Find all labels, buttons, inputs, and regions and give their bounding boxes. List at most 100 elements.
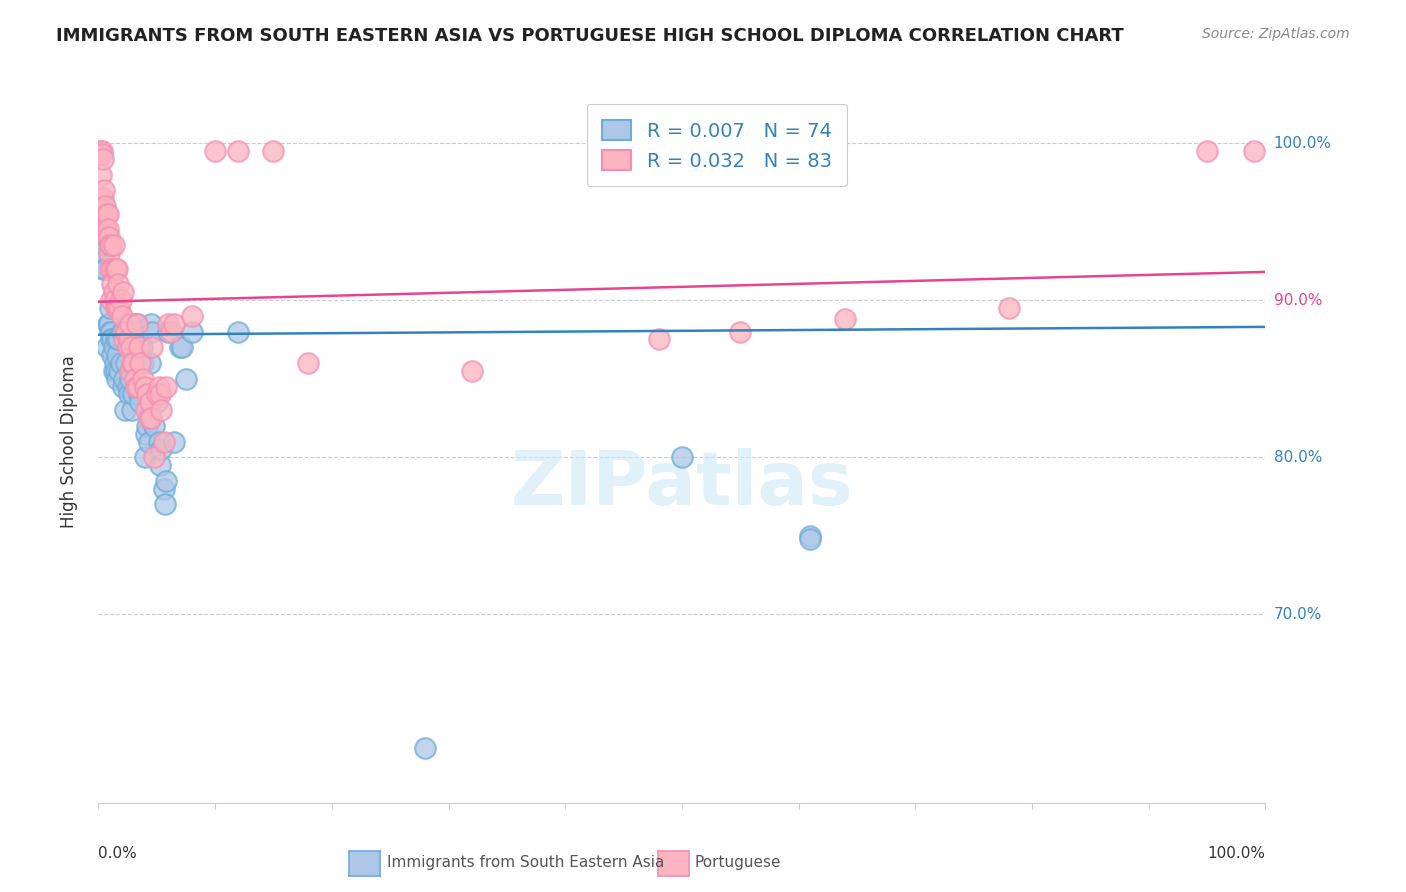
Point	[97, 222, 120, 236]
Point	[104, 261, 127, 276]
Point	[108, 301, 131, 315]
Point	[122, 387, 145, 401]
Point	[139, 411, 162, 425]
Point	[91, 191, 114, 205]
Point	[97, 207, 120, 221]
Point	[93, 222, 115, 236]
Point	[799, 529, 821, 543]
Point	[834, 312, 856, 326]
Point	[228, 144, 250, 158]
Point	[111, 379, 134, 393]
Point	[89, 144, 111, 158]
Point	[138, 411, 160, 425]
Point	[132, 356, 155, 370]
Point	[647, 333, 669, 347]
Text: 70.0%: 70.0%	[1274, 607, 1322, 622]
Point	[118, 387, 141, 401]
Point	[89, 199, 111, 213]
Point	[120, 340, 142, 354]
Text: 90.0%: 90.0%	[1274, 293, 1322, 308]
Point	[97, 246, 120, 260]
Point	[180, 309, 202, 323]
Point	[90, 144, 112, 158]
Point	[127, 325, 149, 339]
Point	[262, 144, 284, 158]
Point	[118, 333, 141, 347]
Point	[94, 199, 117, 213]
Point	[204, 144, 226, 158]
Point	[103, 364, 125, 378]
Point	[125, 325, 148, 339]
Point	[111, 285, 134, 300]
Text: ZIPatlas: ZIPatlas	[510, 449, 853, 522]
Point	[125, 379, 148, 393]
Text: 100.0%: 100.0%	[1208, 847, 1265, 861]
Point	[135, 403, 157, 417]
Point	[132, 372, 155, 386]
Point	[118, 372, 141, 386]
Point	[110, 293, 132, 308]
Text: IMMIGRANTS FROM SOUTH EASTERN ASIA VS PORTUGUESE HIGH SCHOOL DIPLOMA CORRELATION: IMMIGRANTS FROM SOUTH EASTERN ASIA VS PO…	[56, 27, 1123, 45]
Point	[157, 317, 180, 331]
Point	[297, 356, 319, 370]
Point	[127, 379, 149, 393]
Point	[104, 261, 127, 276]
Point	[152, 482, 174, 496]
Point	[90, 246, 112, 260]
Point	[671, 450, 693, 465]
Point	[96, 340, 118, 354]
Point	[150, 403, 173, 417]
Point	[1243, 144, 1265, 158]
Point	[118, 317, 141, 331]
Point	[153, 497, 176, 511]
Point	[152, 434, 174, 449]
Point	[93, 183, 115, 197]
Point	[104, 301, 127, 315]
Point	[146, 387, 169, 401]
Point	[104, 293, 127, 308]
Point	[107, 277, 129, 292]
Point	[111, 325, 134, 339]
Point	[150, 442, 173, 457]
Point	[115, 356, 138, 370]
Point	[105, 301, 128, 315]
Point	[100, 238, 122, 252]
Point	[117, 340, 139, 354]
Point	[104, 333, 127, 347]
Point	[90, 222, 112, 236]
Point	[101, 348, 124, 362]
Point	[91, 261, 114, 276]
Point	[90, 191, 112, 205]
Point	[97, 230, 120, 244]
Point	[799, 532, 821, 546]
Point	[94, 238, 117, 252]
Point	[172, 340, 194, 354]
Point	[115, 325, 138, 339]
Point	[91, 214, 114, 228]
Point	[169, 340, 191, 354]
Point	[98, 325, 121, 339]
Text: 80.0%: 80.0%	[1274, 450, 1322, 465]
Point	[125, 317, 148, 331]
Point	[101, 261, 124, 276]
Point	[90, 230, 112, 244]
Point	[148, 434, 170, 449]
Point	[118, 364, 141, 378]
Point	[139, 317, 162, 331]
Point	[413, 740, 436, 755]
Point	[110, 356, 132, 370]
Point	[100, 293, 122, 308]
Point	[105, 348, 128, 362]
Point	[94, 261, 117, 276]
Point	[149, 458, 172, 472]
Point	[139, 356, 162, 370]
Point	[124, 372, 146, 386]
Point	[90, 168, 112, 182]
Point	[108, 364, 131, 378]
Point	[103, 238, 125, 252]
Point	[107, 333, 129, 347]
Point	[129, 395, 152, 409]
Point	[121, 356, 143, 370]
Point	[143, 418, 166, 433]
Point	[98, 301, 121, 315]
